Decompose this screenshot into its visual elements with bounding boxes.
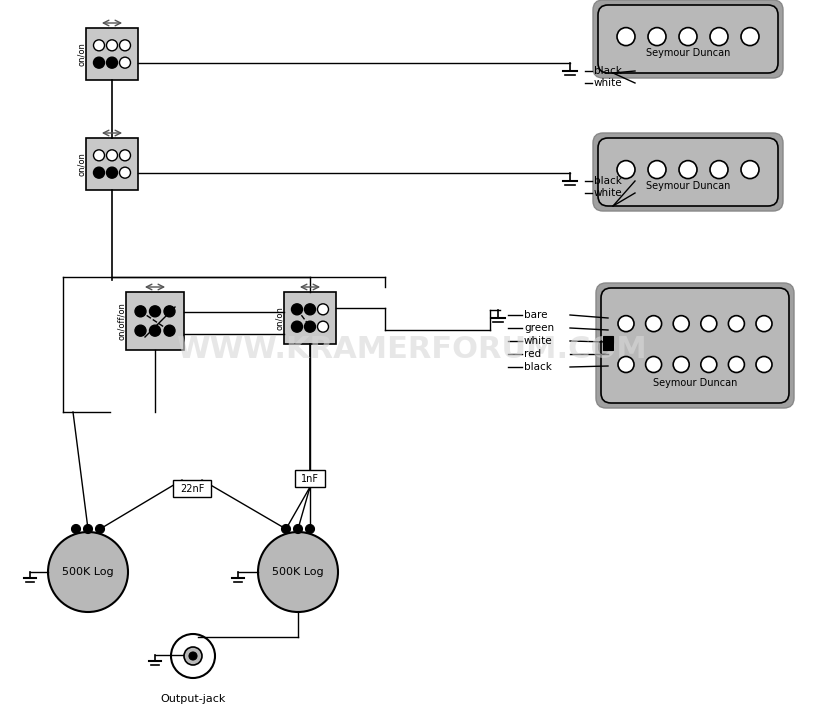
FancyBboxPatch shape xyxy=(86,28,138,80)
Circle shape xyxy=(150,306,160,317)
Circle shape xyxy=(617,160,635,178)
Circle shape xyxy=(317,304,329,315)
Circle shape xyxy=(679,160,697,178)
Circle shape xyxy=(292,321,302,332)
Circle shape xyxy=(648,160,666,178)
Circle shape xyxy=(72,524,81,533)
Circle shape xyxy=(94,58,104,68)
Text: 500K Log: 500K Log xyxy=(62,567,113,577)
Circle shape xyxy=(317,321,329,332)
Circle shape xyxy=(107,150,118,161)
FancyBboxPatch shape xyxy=(598,5,778,73)
Circle shape xyxy=(150,325,160,336)
FancyBboxPatch shape xyxy=(593,133,783,211)
Circle shape xyxy=(95,524,104,533)
Circle shape xyxy=(119,58,131,68)
FancyBboxPatch shape xyxy=(173,480,211,497)
Text: black: black xyxy=(594,176,622,186)
Text: white: white xyxy=(524,336,552,346)
Circle shape xyxy=(645,357,662,372)
Text: red: red xyxy=(524,349,541,359)
Circle shape xyxy=(679,27,697,45)
Text: 500K Log: 500K Log xyxy=(272,567,324,577)
Text: Seymour Duncan: Seymour Duncan xyxy=(646,48,730,58)
Circle shape xyxy=(119,150,131,161)
FancyBboxPatch shape xyxy=(598,138,778,206)
Circle shape xyxy=(292,304,302,315)
FancyBboxPatch shape xyxy=(601,288,789,403)
Circle shape xyxy=(304,321,316,332)
Circle shape xyxy=(710,27,728,45)
Circle shape xyxy=(258,532,338,612)
Circle shape xyxy=(618,316,634,331)
Circle shape xyxy=(164,325,175,336)
FancyBboxPatch shape xyxy=(86,138,138,190)
Text: white: white xyxy=(594,78,622,88)
Circle shape xyxy=(741,160,759,178)
Circle shape xyxy=(94,167,104,178)
Text: white: white xyxy=(594,188,622,198)
Text: black: black xyxy=(524,362,552,372)
FancyBboxPatch shape xyxy=(603,336,613,350)
Circle shape xyxy=(135,325,146,336)
Circle shape xyxy=(94,150,104,161)
Circle shape xyxy=(135,306,146,317)
Circle shape xyxy=(304,304,316,315)
Text: on/off/on: on/off/on xyxy=(117,302,126,340)
Circle shape xyxy=(107,58,118,68)
Circle shape xyxy=(701,316,717,331)
Circle shape xyxy=(171,634,215,678)
Text: black: black xyxy=(594,66,622,76)
Circle shape xyxy=(119,40,131,51)
Circle shape xyxy=(673,316,689,331)
Circle shape xyxy=(48,532,128,612)
Circle shape xyxy=(673,357,689,372)
Circle shape xyxy=(701,357,717,372)
Circle shape xyxy=(756,316,772,331)
Circle shape xyxy=(306,524,315,533)
Text: Output-jack: Output-jack xyxy=(160,694,226,704)
FancyBboxPatch shape xyxy=(295,470,325,487)
Circle shape xyxy=(94,40,104,51)
Circle shape xyxy=(756,357,772,372)
Text: green: green xyxy=(524,323,554,333)
Text: on/on: on/on xyxy=(275,306,284,330)
Circle shape xyxy=(107,40,118,51)
Text: bare: bare xyxy=(524,310,547,320)
Circle shape xyxy=(107,167,118,178)
Circle shape xyxy=(741,27,759,45)
Circle shape xyxy=(281,524,290,533)
Circle shape xyxy=(728,357,745,372)
Circle shape xyxy=(84,524,93,533)
FancyBboxPatch shape xyxy=(126,292,184,350)
FancyBboxPatch shape xyxy=(593,0,783,78)
Circle shape xyxy=(189,652,197,660)
Circle shape xyxy=(728,316,745,331)
FancyBboxPatch shape xyxy=(284,292,336,344)
Circle shape xyxy=(617,27,635,45)
Text: 22nF: 22nF xyxy=(180,483,204,493)
Circle shape xyxy=(618,357,634,372)
Text: on/on: on/on xyxy=(76,42,85,66)
Circle shape xyxy=(293,524,302,533)
Circle shape xyxy=(648,27,666,45)
Circle shape xyxy=(645,316,662,331)
Circle shape xyxy=(710,160,728,178)
Circle shape xyxy=(119,167,131,178)
Text: Seymour Duncan: Seymour Duncan xyxy=(646,181,730,191)
FancyBboxPatch shape xyxy=(596,283,794,408)
Text: 1nF: 1nF xyxy=(301,474,319,483)
Text: Seymour Duncan: Seymour Duncan xyxy=(653,378,737,388)
Text: WWW.KRAMERFORUM.COM: WWW.KRAMERFORUM.COM xyxy=(176,336,646,365)
Text: on/on: on/on xyxy=(76,152,85,176)
Circle shape xyxy=(184,647,202,665)
Circle shape xyxy=(164,306,175,317)
